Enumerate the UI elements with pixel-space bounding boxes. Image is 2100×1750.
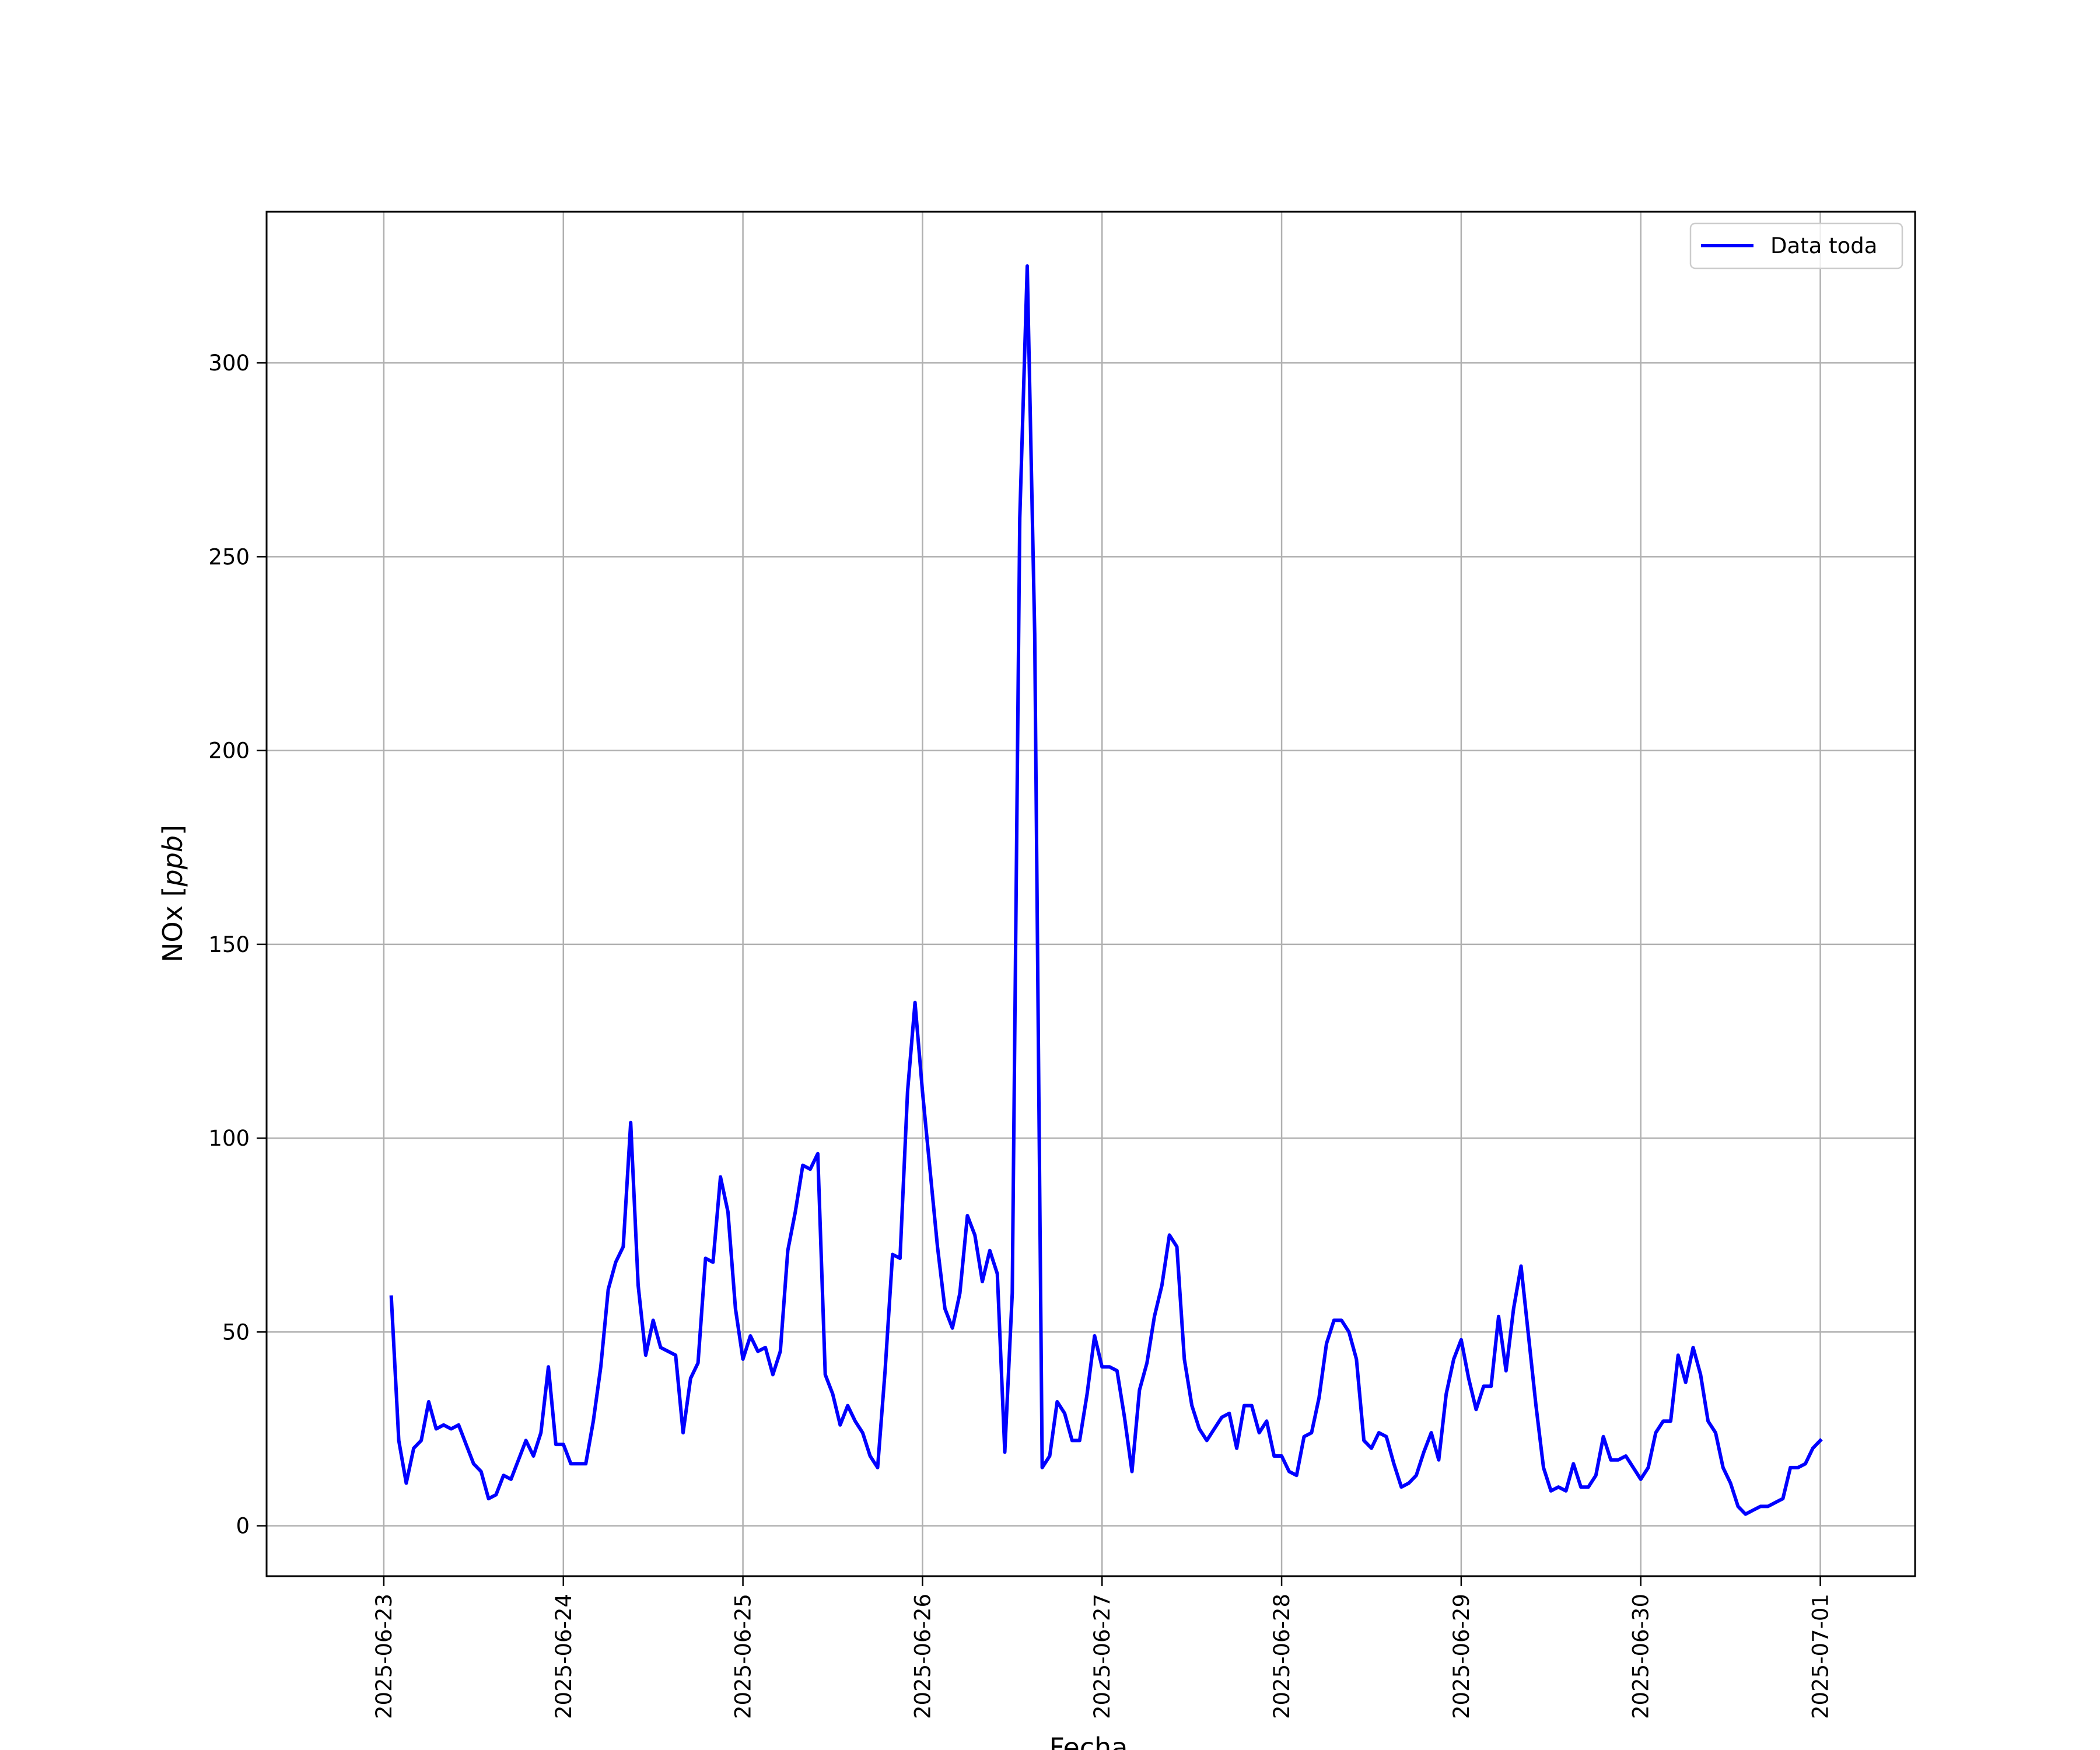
- x-tick-label: 2025-06-23: [372, 1594, 397, 1719]
- y-axis-title: NOx [ppb]: [157, 825, 188, 963]
- series-line-data-toda: [389, 264, 1823, 1516]
- x-tick-label: 2025-07-01: [1808, 1594, 1833, 1719]
- x-tick-label: 2025-06-24: [551, 1594, 576, 1719]
- x-tick-label: 2025-06-25: [731, 1594, 756, 1719]
- y-tick-label: 250: [208, 544, 250, 569]
- x-tick-label: 2025-06-27: [1090, 1594, 1115, 1719]
- y-tick-label: 300: [208, 351, 250, 376]
- x-tick-label: 2025-06-28: [1269, 1594, 1294, 1719]
- y-axis: 0 50 100 150 200 250 300: [208, 351, 267, 1539]
- x-tick-label: 2025-06-29: [1449, 1594, 1474, 1719]
- x-axis: 2025-06-23 2025-06-24 2025-06-25 2025-06-26…: [372, 1576, 1833, 1719]
- y-tick-label: 100: [208, 1126, 250, 1151]
- y-tick-label: 150: [208, 932, 250, 957]
- y-axis-title-unit: ppb: [157, 835, 188, 887]
- legend-label-data-toda: Data toda: [1770, 233, 1877, 258]
- plot-frame: [265, 211, 1916, 1577]
- legend-box: [1689, 222, 1903, 270]
- y-tick-label: 0: [236, 1514, 250, 1539]
- x-axis-title: Fecha: [1049, 1732, 1128, 1750]
- x-tick-label: 2025-06-26: [910, 1594, 935, 1719]
- series-layer: [389, 264, 1823, 1516]
- legend: Data toda: [1689, 222, 1903, 270]
- x-tick-label: 2025-06-30: [1629, 1594, 1654, 1719]
- y-tick-label: 50: [222, 1320, 250, 1345]
- y-tick-label: 200: [208, 738, 250, 764]
- y-axis-title-quantity: NOx: [157, 905, 188, 963]
